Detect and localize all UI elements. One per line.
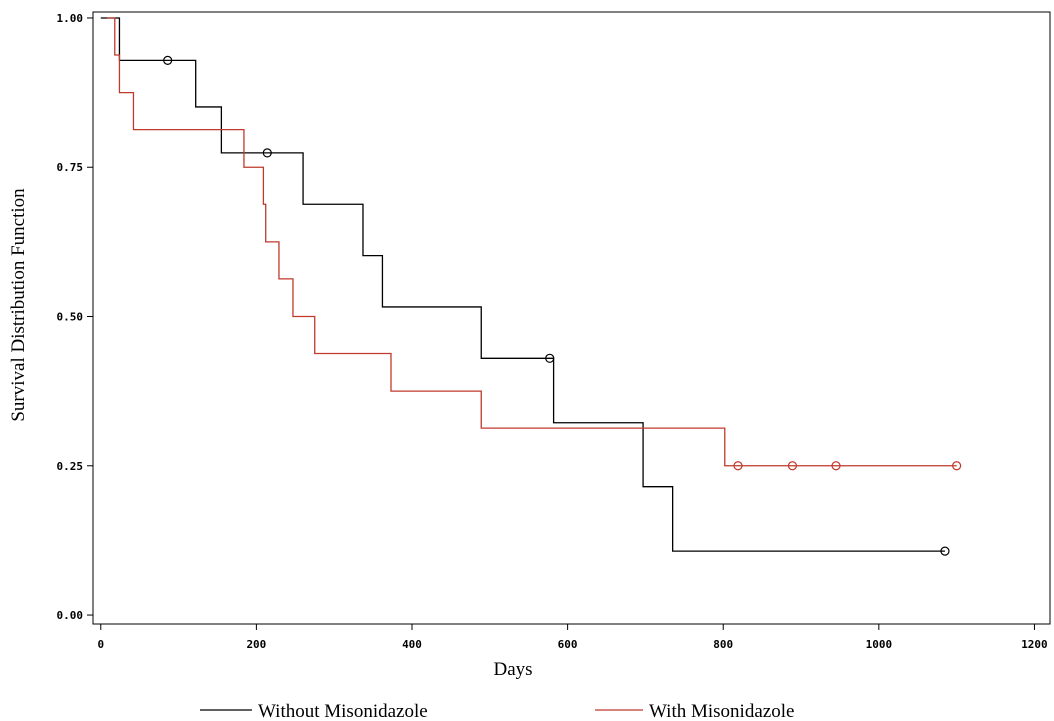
legend-label-with-misonidazole: With Misonidazole: [649, 701, 794, 721]
y-axis-title: Survival Distribution Function: [8, 188, 29, 422]
censor-mark-with-misonidazole: [952, 461, 962, 471]
x-tick-label: 400: [402, 638, 422, 651]
y-tick-label: 1.00: [57, 12, 84, 25]
censor-mark-without-misonidazole: [163, 55, 173, 65]
censor-mark-without-misonidazole: [262, 148, 272, 158]
y-tick-label: 0.25: [57, 460, 84, 473]
x-tick-label: 0: [97, 638, 104, 651]
x-tick-label: 800: [713, 638, 733, 651]
y-axis: 0.00 0.25 0.50 0.75 1.00: [57, 12, 93, 622]
x-tick-label: 1000: [866, 638, 893, 651]
censor-mark-with-misonidazole: [831, 461, 841, 471]
series-line-without-misonidazole: [100, 17, 945, 552]
legend: Without Misonidazole With Misonidazole: [200, 701, 794, 721]
x-axis: 0 200 400 600 800 1000 1200: [97, 624, 1048, 651]
x-axis-title: Days: [493, 659, 532, 680]
x-tick-label: 200: [246, 638, 266, 651]
censor-mark-with-misonidazole: [787, 461, 798, 471]
series-line-with-misonidazole: [107, 17, 957, 467]
y-tick-label: 0.00: [57, 609, 84, 622]
censor-mark-without-misonidazole: [545, 353, 555, 363]
legend-label-without-misonidazole: Without Misonidazole: [258, 701, 428, 721]
plot-area: [100, 17, 962, 556]
y-tick-label: 0.75: [57, 161, 84, 174]
censor-mark-without-misonidazole: [940, 546, 950, 556]
x-tick-label: 600: [558, 638, 578, 651]
censor-mark-with-misonidazole: [733, 461, 743, 471]
x-tick-label: 1200: [1021, 638, 1048, 651]
plot-frame: [92, 11, 1051, 625]
y-tick-label: 0.50: [57, 311, 84, 324]
